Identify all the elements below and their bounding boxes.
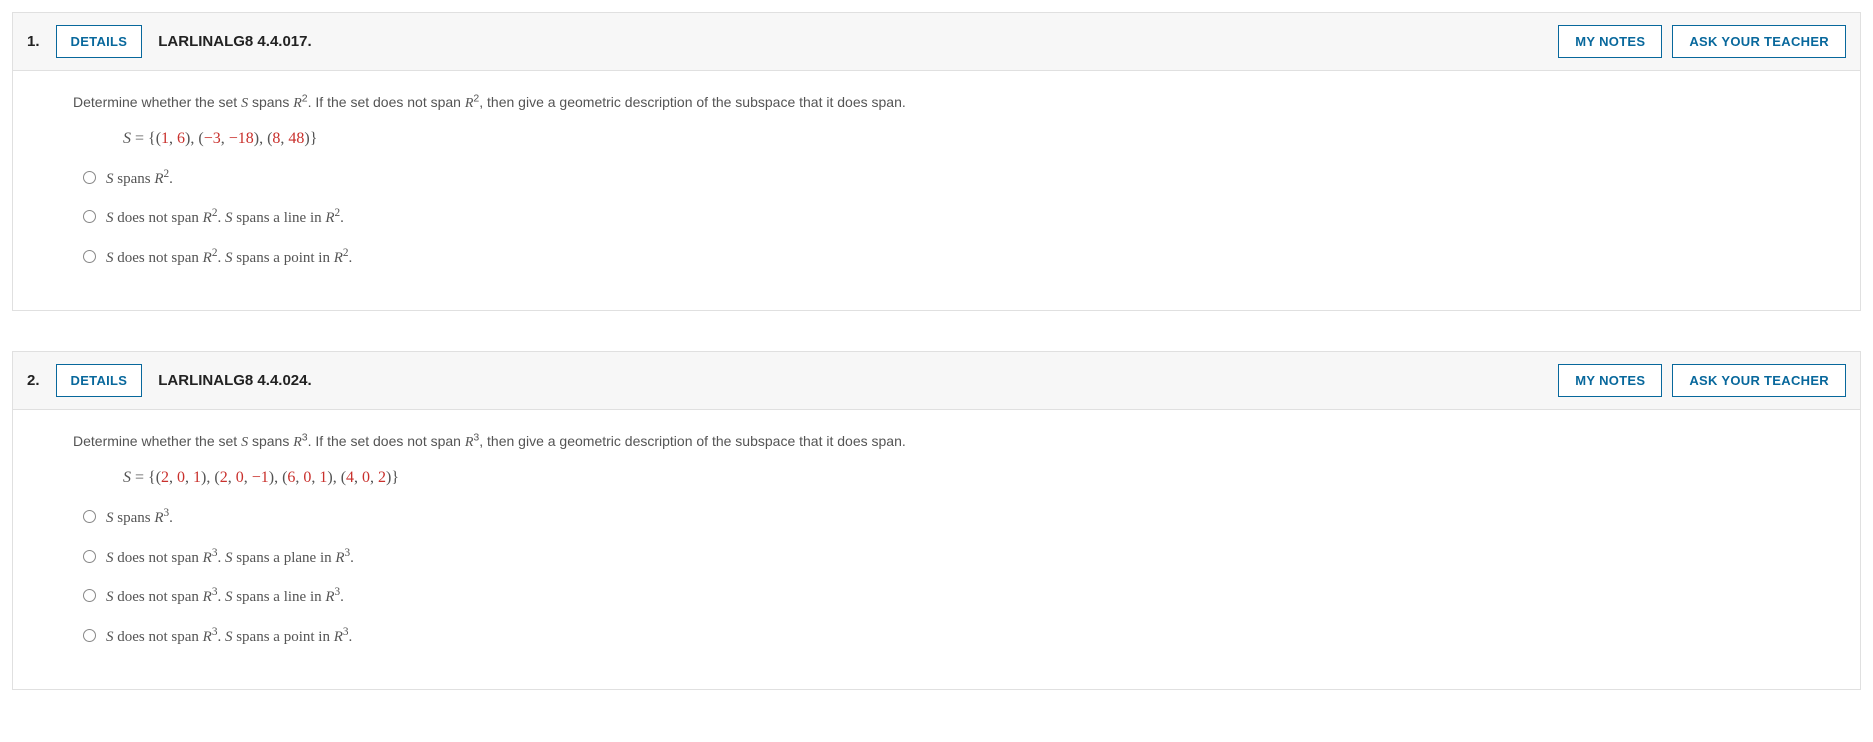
set-definition: S = {(2, 0, 1), (2, 0, −1), (6, 0, 1), (…	[123, 463, 1800, 493]
my-notes-button[interactable]: MY NOTES	[1558, 25, 1662, 58]
ask-teacher-button[interactable]: ASK YOUR TEACHER	[1672, 364, 1846, 397]
choice-option[interactable]: S does not span R3. S spans a point in R…	[83, 622, 1800, 652]
radio-icon[interactable]	[83, 510, 96, 523]
ask-teacher-button[interactable]: ASK YOUR TEACHER	[1672, 25, 1846, 58]
my-notes-button[interactable]: MY NOTES	[1558, 364, 1662, 397]
radio-icon[interactable]	[83, 550, 96, 563]
question-code: LARLINALG8 4.4.017.	[158, 33, 311, 50]
question-prompt: Determine whether the set S spans R2. If…	[73, 89, 1800, 118]
choice-text: S does not span R3. S spans a line in R3…	[106, 582, 344, 612]
question-header: 1. DETAILS LARLINALG8 4.4.017. MY NOTES ASK …	[13, 13, 1860, 71]
radio-icon[interactable]	[83, 629, 96, 642]
choice-option[interactable]: S does not span R2. S spans a line in R2…	[83, 203, 1800, 233]
choice-text: S does not span R3. S spans a plane in R…	[106, 543, 354, 573]
details-button[interactable]: DETAILS	[56, 25, 143, 58]
question-block: 2. DETAILS LARLINALG8 4.4.024. MY NOTES ASK …	[12, 351, 1861, 690]
choices-group: S spans R2. S does not span R2. S spans a…	[83, 164, 1800, 273]
choice-option[interactable]: S spans R3.	[83, 503, 1800, 533]
choices-group: S spans R3. S does not span R3. S spans a…	[83, 503, 1800, 651]
choice-text: S does not span R2. S spans a line in R2…	[106, 203, 344, 233]
question-body: Determine whether the set S spans R2. If…	[13, 71, 1860, 310]
choice-text: S does not span R2. S spans a point in R…	[106, 243, 352, 273]
question-body: Determine whether the set S spans R3. If…	[13, 410, 1860, 689]
choice-option[interactable]: S does not span R3. S spans a plane in R…	[83, 543, 1800, 573]
radio-icon[interactable]	[83, 250, 96, 263]
question-number: 2.	[27, 372, 40, 389]
question-header: 2. DETAILS LARLINALG8 4.4.024. MY NOTES ASK …	[13, 352, 1860, 410]
radio-icon[interactable]	[83, 171, 96, 184]
choice-option[interactable]: S does not span R3. S spans a line in R3…	[83, 582, 1800, 612]
choice-option[interactable]: S spans R2.	[83, 164, 1800, 194]
question-code: LARLINALG8 4.4.024.	[158, 372, 311, 389]
choice-text: S spans R2.	[106, 164, 173, 194]
question-block: 1. DETAILS LARLINALG8 4.4.017. MY NOTES ASK …	[12, 12, 1861, 311]
question-number: 1.	[27, 33, 40, 50]
radio-icon[interactable]	[83, 589, 96, 602]
radio-icon[interactable]	[83, 210, 96, 223]
question-prompt: Determine whether the set S spans R3. If…	[73, 428, 1800, 457]
choice-text: S does not span R3. S spans a point in R…	[106, 622, 352, 652]
choice-option[interactable]: S does not span R2. S spans a point in R…	[83, 243, 1800, 273]
set-definition: S = {(1, 6), (−3, −18), (8, 48)}	[123, 124, 1800, 154]
choice-text: S spans R3.	[106, 503, 173, 533]
details-button[interactable]: DETAILS	[56, 364, 143, 397]
